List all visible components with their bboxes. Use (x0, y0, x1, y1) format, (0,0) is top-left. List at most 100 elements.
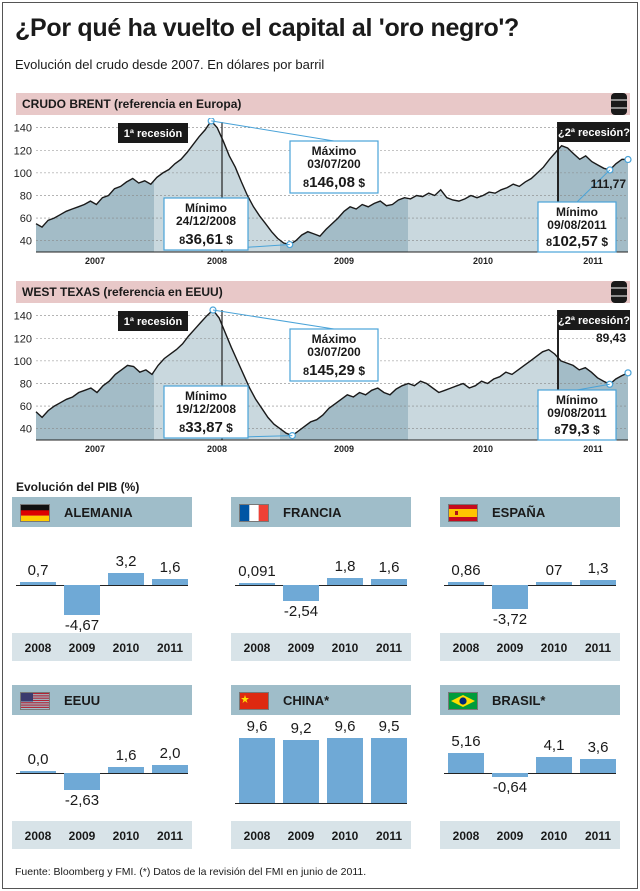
y-tick-label: 80 (20, 378, 32, 390)
gdp-year-label: 2011 (375, 829, 403, 843)
x-year-label: 2010 (473, 256, 493, 266)
panel-footer: 2008 2009 2010 2011 (440, 821, 620, 849)
gdp-year-label: 2010 (112, 641, 140, 655)
x-year-label: 2007 (85, 256, 105, 266)
x-year-label: 2008 (207, 256, 227, 266)
gdp-value-label: 3,6 (587, 739, 609, 757)
gdp-bar (239, 583, 275, 585)
gdp-bar (64, 773, 100, 790)
year-band (408, 122, 558, 252)
gdp-value-label: -2,63 (64, 791, 100, 809)
callout-label: Mínimo (185, 389, 227, 403)
callout-connector (576, 169, 611, 203)
y-tick-label: 140 (14, 123, 32, 135)
price-line (35, 308, 629, 437)
zero-line (444, 585, 616, 586)
gdp-year-label: 2008 (452, 641, 480, 655)
gdp-bar (371, 738, 407, 803)
gdp-value-label: 1,3 (587, 560, 609, 578)
year-band (408, 310, 558, 440)
gdp-bar (448, 581, 484, 585)
gdp-value-label: 4,1 (543, 737, 565, 755)
panel-header: CHINA* (231, 685, 411, 715)
callout-box (537, 389, 617, 441)
callout-box (163, 197, 249, 251)
gdp-year-label: 2009 (68, 641, 96, 655)
gdp-bar (283, 585, 319, 602)
callout-date: 09/08/2011 (547, 218, 607, 232)
china-flag-icon (239, 692, 269, 710)
country-name: BRASIL* (492, 693, 546, 708)
country-name: CHINA* (283, 693, 330, 708)
panel-header: ESPAÑA (440, 497, 620, 527)
gdp-panel: CHINA* 9,6 9,2 9,6 9,5 2008 2009 2010 2011 (231, 685, 411, 849)
gdp-bar (536, 757, 572, 773)
gdp-year-label: 2009 (287, 641, 315, 655)
germany-flag-icon (20, 504, 50, 522)
callout-label: Mínimo (556, 205, 598, 219)
gdp-year-label: 2008 (243, 641, 271, 655)
gdp-panel: BRASIL* 5,16 -0,64 4,1 3,6 2008 2009 2010 2011 (440, 685, 620, 849)
zero-line (444, 773, 616, 774)
brent-band: CRUDO BRENT (referencia en Europa) (16, 93, 630, 115)
callout-box (289, 140, 379, 194)
gdp-panel: EEUU 0,0 -2,63 1,6 2,0 2008 2009 2010 2011 (12, 685, 192, 849)
wti-chart-title: WEST TEXAS (referencia en EEUU) (22, 285, 223, 299)
gdp-bar (448, 753, 484, 773)
last-value-label: 89,43 (596, 331, 626, 345)
gdp-value-label: -0,64 (492, 779, 528, 797)
gdp-value-label: 3,2 (115, 552, 137, 570)
france-flag-icon (239, 504, 269, 522)
recession-2-label: ¿2ª recesión? (558, 127, 630, 139)
gdp-year-label: 2008 (24, 641, 52, 655)
recession-1-tag (118, 311, 188, 331)
callout-connector (576, 383, 610, 391)
gdp-panel: FRANCIA 0,091 -2,54 1,8 1,6 2008 2009 2010 2011 (231, 497, 411, 661)
barrel-icon (611, 281, 627, 303)
gdp-year-label: 2010 (331, 641, 359, 655)
gdp-value-label: 07 (545, 562, 563, 580)
gdp-bar (327, 737, 363, 803)
callout-value: 879,3 $ (554, 421, 600, 438)
callout-label: Máximo (312, 144, 357, 158)
panel-footer: 2008 2009 2010 2011 (231, 821, 411, 849)
x-year-label: 2007 (85, 444, 105, 454)
page-subtitle: Evolución del crudo desde 2007. En dólar… (15, 57, 325, 72)
callout-value: 836,61 $ (179, 231, 233, 248)
gdp-value-label: 0,86 (451, 561, 481, 579)
y-tick-label: 100 (14, 168, 32, 180)
last-marker (624, 155, 632, 164)
zero-line (16, 585, 188, 586)
gdp-bar (108, 572, 144, 585)
recession-2-tag (558, 122, 630, 142)
gdp-bar (580, 759, 616, 773)
gdp-value-label: 0,091 (238, 563, 276, 580)
gdp-bar (327, 578, 363, 585)
y-tick-label: 40 (20, 424, 32, 436)
gdp-value-label: 9,6 (334, 717, 356, 735)
brent-chart-title: CRUDO BRENT (referencia en Europa) (22, 97, 242, 111)
callout-value: 8146,08 $ (303, 174, 365, 191)
gdp-value-label: 9,6 (246, 717, 268, 735)
brent-chart: 40 60 80 100 120 140 2007 2008 2009 2010 2011 1ª re… (14, 118, 632, 266)
recession-1-label: 1ª recesión (124, 128, 183, 140)
panel-footer: 2008 2009 2010 2011 (440, 633, 620, 661)
country-name: FRANCIA (283, 505, 342, 520)
x-year-label: 2009 (334, 444, 354, 454)
panel-footer: 2008 2009 2010 2011 (12, 633, 192, 661)
last-value-label: 111,77 (591, 177, 627, 191)
spain-flag-icon (448, 504, 478, 522)
x-year-label: 2010 (473, 444, 493, 454)
gdp-value-label: 1,6 (159, 558, 181, 576)
country-name: ESPAÑA (492, 505, 546, 520)
footnote: Fuente: Bloomberg y FMI. (*) Datos de la… (15, 866, 367, 878)
callout-date: 24/12/2008 (176, 214, 236, 228)
gdp-bar (239, 737, 275, 803)
gdp-value-label: -3,72 (492, 610, 528, 628)
recession-1-label: 1ª recesión (124, 316, 183, 328)
country-name: ALEMANIA (64, 505, 133, 520)
gdp-year-label: 2010 (112, 829, 140, 843)
